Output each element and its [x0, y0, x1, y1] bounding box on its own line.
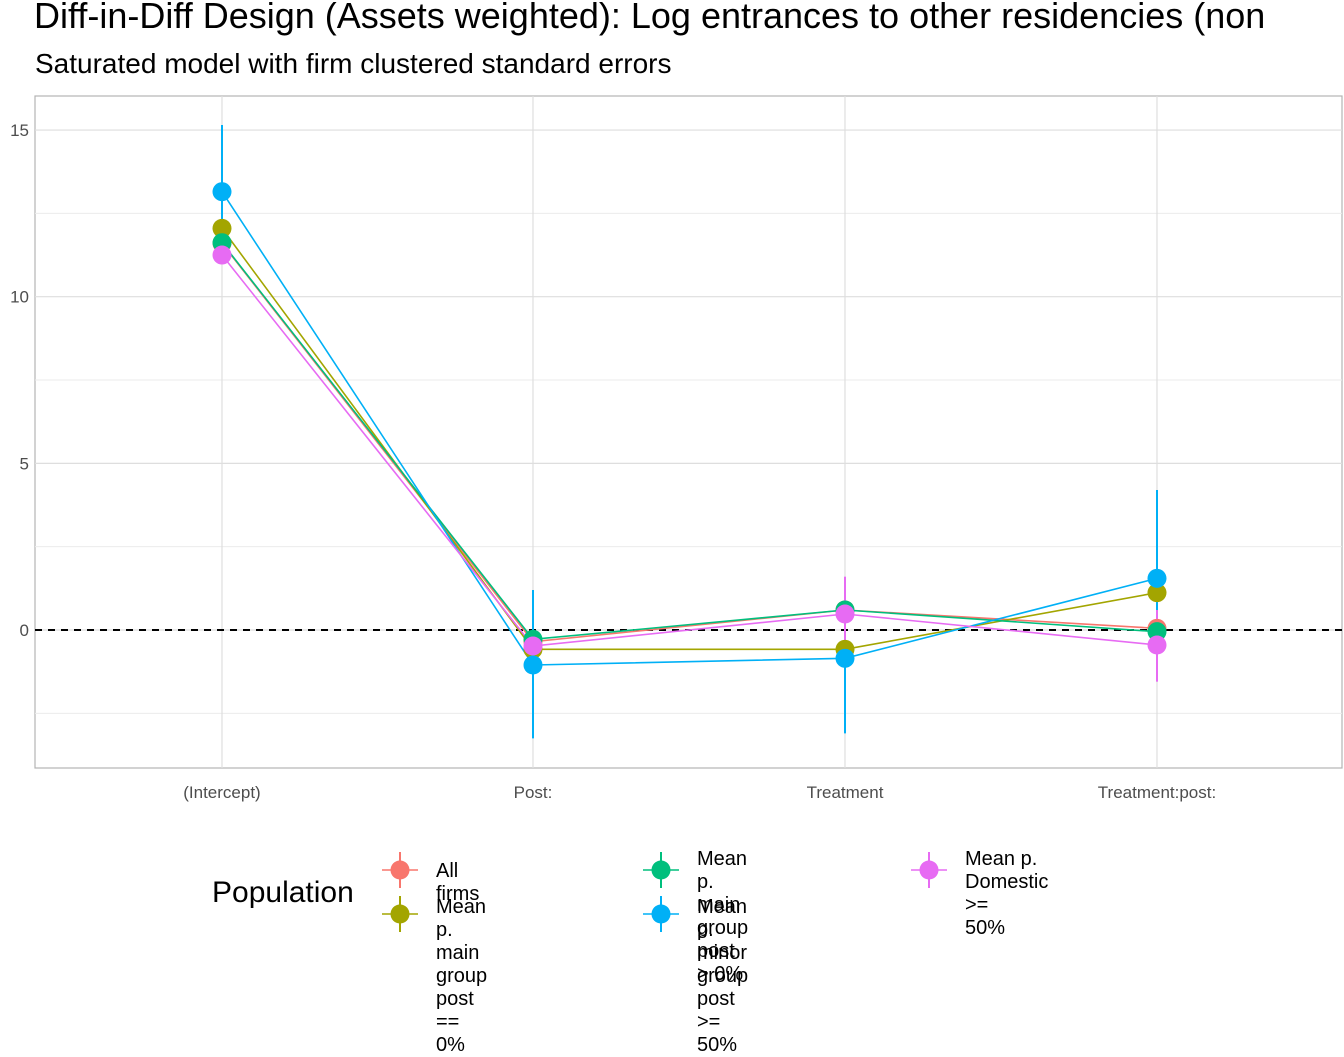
y-tick-label: 15: [10, 121, 29, 140]
series-line: [221, 191, 1158, 666]
data-point: [212, 245, 232, 265]
legend-key-icon: [382, 852, 418, 888]
legend-label: Mean p. minor group post >= 50%: [697, 896, 749, 1056]
y-tick-label: 0: [20, 621, 29, 640]
data-point: [1147, 568, 1167, 588]
plot-area: 0 5 10 15 (Intercept) Post: Treatment Treatment…: [10, 95, 1343, 802]
data-point: [212, 182, 232, 202]
x-tick-label: Treatment: [807, 783, 884, 802]
data-point: [1147, 622, 1167, 642]
panel-border: [34, 95, 1343, 769]
data-point: [1147, 635, 1167, 655]
data-point: [1147, 583, 1167, 603]
data-point: [523, 655, 543, 675]
legend-key-icon: [911, 852, 947, 888]
legend-title: Population: [212, 876, 354, 909]
y-tick-label: 5: [20, 454, 29, 473]
x-tick-label: Treatment:post:: [1098, 783, 1216, 802]
chart-title: Diff-in-Diff Design (Assets weighted): L…: [34, 0, 1266, 36]
data-point: [523, 636, 543, 656]
legend-label: Mean p. main group post == 0%: [436, 896, 488, 1056]
legend-key-icon: [382, 896, 418, 932]
series-line: [221, 254, 1158, 647]
x-tick-label: (Intercept): [183, 783, 260, 802]
legend-label: Mean p. Domestic >= 50%: [965, 848, 1049, 939]
legend-key-icon: [643, 896, 679, 932]
y-tick-label: 10: [10, 288, 29, 307]
series-line: [221, 242, 1158, 641]
data-point: [212, 218, 232, 238]
data-point: [835, 648, 855, 668]
chart-subtitle: Saturated model with firm clustered stan…: [35, 48, 672, 79]
series-line: [221, 242, 1158, 643]
data-point: [835, 604, 855, 624]
x-tick-label: Post:: [514, 783, 553, 802]
legend-label: All firms: [436, 860, 480, 905]
legend-key-icon: [643, 852, 679, 888]
